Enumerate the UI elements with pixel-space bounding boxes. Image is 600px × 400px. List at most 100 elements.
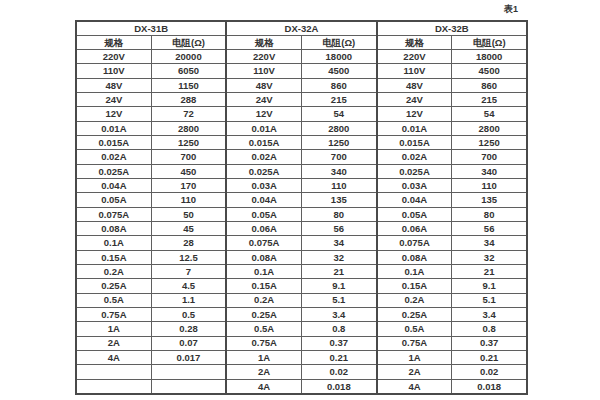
spec-cell: 1A [226, 350, 301, 364]
spec-cell: 0.5A [76, 293, 151, 307]
table-row: 4A0.0171A0.211A0.21 [76, 350, 527, 364]
resistance-cell: 21 [452, 264, 527, 278]
resistance-cell: 6050 [151, 64, 226, 78]
resistance-cell: 1.1 [151, 293, 226, 307]
resistance-cell: 28 [151, 236, 226, 250]
spec-cell: 0.2A [76, 264, 151, 278]
spec-cell: 220V [76, 50, 151, 64]
spec-cell: 1A [76, 322, 151, 336]
resistance-cell: 135 [452, 193, 527, 207]
spec-cell: 0.1A [226, 264, 301, 278]
spec-cell: 0.075A [76, 207, 151, 221]
resistance-cell: 135 [301, 193, 376, 207]
spec-cell: 1A [377, 350, 452, 364]
spec-cell: 0.75A [226, 336, 301, 350]
resistance-cell: 7 [151, 264, 226, 278]
table-row: 0.25A4.50.15A9.10.15A9.1 [76, 279, 527, 293]
table-row: 220V20000220V18000220V18000 [76, 50, 527, 64]
resistance-cell: 1250 [452, 135, 527, 149]
spec-cell: 12V [377, 107, 452, 121]
resistance-cell: 80 [452, 207, 527, 221]
resistance-cell: 110 [151, 193, 226, 207]
col-header-spec: 规格 [377, 36, 452, 50]
resistance-cell: 0.37 [452, 336, 527, 350]
resistance-cell: 32 [301, 250, 376, 264]
resistance-cell: 54 [452, 107, 527, 121]
resistance-cell: 215 [301, 92, 376, 106]
resistance-cell: 110 [452, 178, 527, 192]
spec-cell: 2A [76, 336, 151, 350]
resistance-cell: 9.1 [452, 279, 527, 293]
spec-cell: 0.04A [76, 178, 151, 192]
resistance-cell: 5.1 [452, 293, 527, 307]
col-header-spec: 规格 [76, 36, 151, 50]
spec-cell: 4A [226, 379, 301, 394]
spec-cell: 0.15A [76, 250, 151, 264]
spec-cell: 0.15A [226, 279, 301, 293]
resistance-cell: 72 [151, 107, 226, 121]
spec-cell: 0.015A [377, 135, 452, 149]
resistance-cell: 32 [452, 250, 527, 264]
resistance-cell: 700 [151, 150, 226, 164]
col-header-resistance: 电阻(Ω) [452, 36, 527, 50]
spec-cell: 220V [377, 50, 452, 64]
resistance-cell: 450 [151, 164, 226, 178]
group-header-dx31b: DX-31B [76, 21, 226, 36]
spec-cell: 0.075A [377, 236, 452, 250]
spec-cell: 0.05A [76, 193, 151, 207]
spec-cell: 12V [226, 107, 301, 121]
spec-cell: 0.08A [226, 250, 301, 264]
spec-cell: 0.025A [76, 164, 151, 178]
resistance-cell: 0.5 [151, 307, 226, 321]
spec-cell: 0.01A [377, 121, 452, 135]
spec-cell: 0.06A [226, 221, 301, 235]
spec-cell: 0.2A [226, 293, 301, 307]
table-row: 0.08A450.06A560.06A56 [76, 221, 527, 235]
table-row: 48V115048V86048V860 [76, 78, 527, 92]
spec-cell: 0.1A [377, 264, 452, 278]
spec-cell: 110V [377, 64, 452, 78]
spec-cell: 0.025A [377, 164, 452, 178]
spec-cell: 2A [226, 365, 301, 379]
resistance-cell: 0.018 [301, 379, 376, 394]
spec-cell: 220V [226, 50, 301, 64]
resistance-cell [151, 379, 226, 394]
spec-cell: 110V [76, 64, 151, 78]
spec-cell: 48V [76, 78, 151, 92]
table-row: 0.75A0.50.25A3.40.25A3.4 [76, 307, 527, 321]
resistance-cell: 0.02 [452, 365, 527, 379]
table-row: 0.15A12.50.08A320.08A32 [76, 250, 527, 264]
resistance-cell: 700 [452, 150, 527, 164]
spec-cell: 48V [377, 78, 452, 92]
spec-cell: 0.5A [226, 322, 301, 336]
spec-cell: 0.25A [377, 307, 452, 321]
resistance-cell: 110 [301, 178, 376, 192]
table-row: 0.025A4500.025A3400.025A340 [76, 164, 527, 178]
resistance-cell: 4500 [301, 64, 376, 78]
spec-cell: 4A [76, 350, 151, 364]
resistance-cell: 12.5 [151, 250, 226, 264]
resistance-cell: 170 [151, 178, 226, 192]
resistance-cell: 2800 [452, 121, 527, 135]
spec-cell: 24V [377, 92, 452, 106]
spec-cell: 0.08A [377, 250, 452, 264]
spec-cell: 0.75A [76, 307, 151, 321]
spec-cell: 0.25A [76, 279, 151, 293]
spec-cell: 4A [377, 379, 452, 394]
spec-cell: 0.01A [226, 121, 301, 135]
resistance-cell: 0.07 [151, 336, 226, 350]
table-row: 24V28824V21524V215 [76, 92, 527, 106]
resistance-cell: 215 [452, 92, 527, 106]
table-row: 4A0.0184A0.018 [76, 379, 527, 394]
table-row: 0.1A280.075A340.075A34 [76, 236, 527, 250]
table-row: 0.2A70.1A210.1A21 [76, 264, 527, 278]
spec-cell: 0.25A [226, 307, 301, 321]
spec-cell: 24V [226, 92, 301, 106]
spec-cell: 48V [226, 78, 301, 92]
resistance-cell: 18000 [301, 50, 376, 64]
resistance-cell: 0.21 [301, 350, 376, 364]
col-header-spec: 规格 [226, 36, 301, 50]
spec-cell: 0.06A [377, 221, 452, 235]
resistance-cell: 21 [301, 264, 376, 278]
resistance-cell: 20000 [151, 50, 226, 64]
